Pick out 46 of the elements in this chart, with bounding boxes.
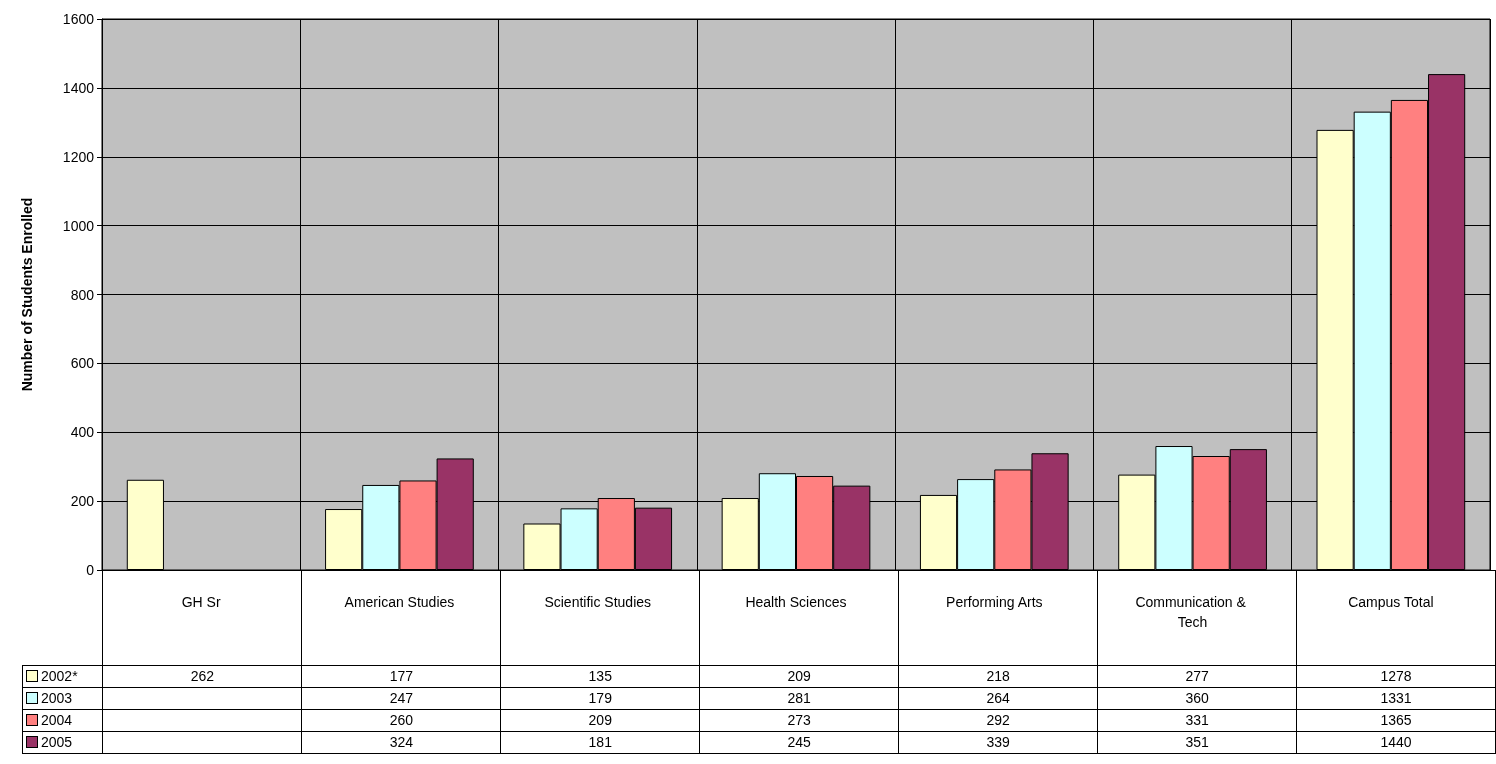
data-label: 262 <box>102 665 302 687</box>
legend-label: 2005 <box>22 731 103 753</box>
x-tick-label: Campus Total <box>1348 594 1434 610</box>
y-tick-label: 1600 <box>62 11 95 27</box>
data-label: 247 <box>301 687 501 709</box>
data-label: 218 <box>898 665 1098 687</box>
data-label: 1440 <box>1296 731 1496 753</box>
data-label: 245 <box>699 731 899 753</box>
x-tick-label: GH Sr <box>181 594 221 610</box>
data-label: 260 <box>301 709 501 731</box>
x-tick-label: Health Sciences <box>745 594 847 610</box>
y-tick-label: 1000 <box>62 217 95 234</box>
data-label: 1278 <box>1296 665 1496 687</box>
data-label: 360 <box>1097 687 1297 709</box>
y-axis-title: Number of Students Enrolled <box>19 197 35 392</box>
x-tick-label: Scientific Studies <box>544 594 652 610</box>
data-label: 1365 <box>1296 709 1496 731</box>
y-tick-label: 1200 <box>62 148 95 165</box>
data-label: 1331 <box>1296 687 1496 709</box>
x-tick-label: Communication & Tech <box>1135 594 1250 630</box>
data-label: 324 <box>301 731 501 753</box>
legend-label: 2004 <box>22 709 103 731</box>
y-tick-label: 800 <box>70 286 95 303</box>
data-label: 277 <box>1097 665 1297 687</box>
y-tick-label: 0 <box>86 562 95 578</box>
legend-label: 2002* <box>22 665 103 687</box>
data-label: 273 <box>699 709 899 731</box>
data-label: 339 <box>898 731 1098 753</box>
legend-label: 2003 <box>22 687 103 709</box>
y-tick-label: 200 <box>70 493 95 510</box>
data-label: 177 <box>301 665 501 687</box>
data-label: 292 <box>898 709 1098 731</box>
data-label: 264 <box>898 687 1098 709</box>
data-label: 351 <box>1097 731 1297 753</box>
data-label: 281 <box>699 687 899 709</box>
data-label: 331 <box>1097 709 1297 731</box>
data-label: 135 <box>500 665 700 687</box>
y-tick-label: 1400 <box>62 79 95 96</box>
data-label: 179 <box>500 687 700 709</box>
data-label: 181 <box>500 731 700 753</box>
x-tick-label: Performing Arts <box>946 594 1043 610</box>
y-tick-label: 600 <box>70 355 95 372</box>
data-label: 209 <box>699 665 899 687</box>
x-tick-label: American Studies <box>344 594 455 610</box>
y-tick-label: 400 <box>70 424 95 441</box>
data-label: 209 <box>500 709 700 731</box>
